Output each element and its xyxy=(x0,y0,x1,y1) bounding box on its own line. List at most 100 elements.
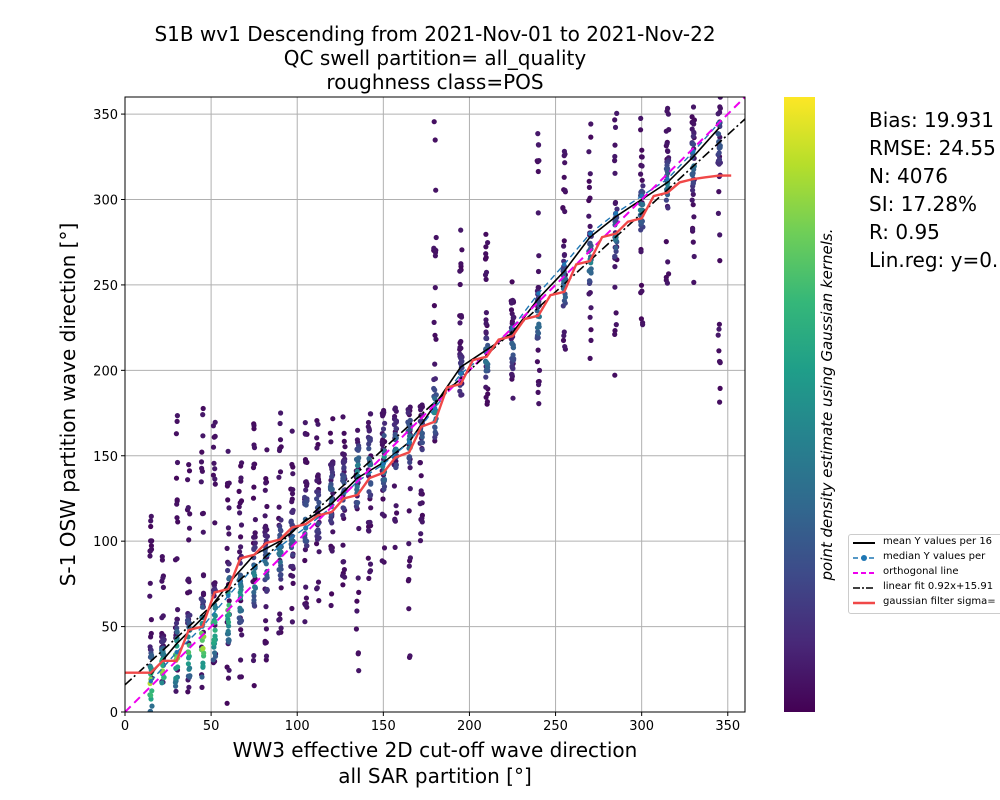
scatter-point xyxy=(638,282,645,288)
scatter-point xyxy=(302,602,309,608)
scatter-point xyxy=(316,549,322,555)
colorbar xyxy=(784,97,815,712)
scatter-point xyxy=(665,259,671,265)
scatter-point xyxy=(381,476,388,483)
scatter-point xyxy=(367,493,373,499)
scatter-point xyxy=(368,411,374,417)
scatter-point xyxy=(716,150,722,156)
y-axis-label: S-1 OSW partition wave direction [°] xyxy=(56,223,80,587)
scatter-point xyxy=(586,184,593,190)
scatter-point xyxy=(225,448,231,454)
median-marker xyxy=(174,650,179,655)
scatter-point xyxy=(289,461,295,468)
scatter-point xyxy=(147,548,153,554)
scatter-point xyxy=(586,149,592,155)
scatter-point xyxy=(587,355,593,361)
scatter-point xyxy=(236,488,242,494)
scatter-point xyxy=(250,657,257,664)
scatter-point xyxy=(174,418,180,424)
scatter-point xyxy=(406,606,412,612)
scatter-point xyxy=(405,409,411,415)
scatter-point xyxy=(315,527,321,533)
stat-linreg: Lin.reg: y=0. xyxy=(869,248,999,272)
legend-swatch-orthogonal xyxy=(853,572,875,574)
scatter-point xyxy=(613,322,619,328)
scatter-point xyxy=(276,474,282,480)
scatter-point xyxy=(200,405,206,412)
scatter-point xyxy=(304,481,310,487)
scatter-point xyxy=(226,667,232,673)
scatter-point xyxy=(639,177,645,183)
scatter-point xyxy=(262,640,268,646)
scatter-point xyxy=(483,384,489,390)
chart-title-line1: S1B wv1 Descending from 2021-Nov-01 to 2… xyxy=(154,22,716,46)
scatter-point xyxy=(483,231,489,237)
scatter-point xyxy=(690,133,696,139)
scatter-point xyxy=(379,439,385,445)
legend-label-linfit: linear fit 0.92x+15.91 xyxy=(883,581,994,592)
scatter-point xyxy=(290,471,296,477)
scatter-point xyxy=(612,264,618,270)
scatter-point xyxy=(263,657,269,663)
scatter-point xyxy=(356,589,362,596)
scatter-point xyxy=(148,634,154,640)
orthogonal-line xyxy=(125,97,745,712)
scatter-point xyxy=(562,187,568,193)
scatter-point xyxy=(341,452,347,458)
scatter-point xyxy=(226,576,232,582)
scatter-point xyxy=(535,131,541,137)
scatter-point xyxy=(356,525,362,532)
scatter-point xyxy=(419,434,425,440)
scatter-point xyxy=(160,584,166,591)
scatter-point xyxy=(483,276,489,282)
scatter-point xyxy=(159,554,165,560)
scatter-point xyxy=(612,117,618,123)
scatter-point xyxy=(276,567,282,573)
scatter-point xyxy=(225,525,231,531)
scatter-point xyxy=(560,337,567,343)
scatter-point xyxy=(303,584,309,590)
scatter-point xyxy=(717,143,723,149)
scatter-point xyxy=(303,487,309,493)
scatter-point xyxy=(587,171,593,177)
scatter-point xyxy=(510,352,516,358)
scatter-point xyxy=(588,134,594,140)
scatter-point xyxy=(302,619,308,625)
scatter-point xyxy=(534,325,541,331)
scatter-point xyxy=(612,331,618,337)
scatter-point xyxy=(148,538,154,544)
scatter-point xyxy=(483,335,489,341)
scatter-point xyxy=(263,618,269,624)
scatter-point xyxy=(314,435,320,441)
scatter-point xyxy=(639,163,645,169)
scatter-point xyxy=(186,468,193,474)
scatter-point xyxy=(717,97,723,100)
scatter-point xyxy=(588,327,594,333)
scatter-point xyxy=(239,460,245,466)
scatter-point xyxy=(665,205,671,211)
scatter-point xyxy=(640,201,646,208)
scatter-point xyxy=(418,473,424,479)
scatter-point xyxy=(431,319,437,325)
scatter-point xyxy=(690,226,696,233)
scatter-point xyxy=(716,156,723,163)
scatter-point xyxy=(391,483,397,489)
scatter-point xyxy=(185,689,191,695)
scatter-point xyxy=(148,513,154,520)
scatter-point xyxy=(691,279,697,285)
scatter-point xyxy=(237,500,243,506)
scatter-point xyxy=(612,124,619,130)
scatter-point xyxy=(225,628,231,634)
legend-label-orthogonal: orthogonal line xyxy=(883,566,959,577)
scatter-point xyxy=(485,240,491,246)
scatter-point xyxy=(716,189,722,195)
scatter-point xyxy=(612,200,618,206)
scatter-point xyxy=(211,637,217,643)
scatter-point xyxy=(210,444,217,450)
scatter-point xyxy=(457,344,463,350)
scatter-point xyxy=(483,317,489,323)
scatter-point xyxy=(225,497,231,503)
scatter-point xyxy=(212,476,218,482)
scatter-point xyxy=(237,549,243,555)
scatter-point xyxy=(159,680,165,686)
